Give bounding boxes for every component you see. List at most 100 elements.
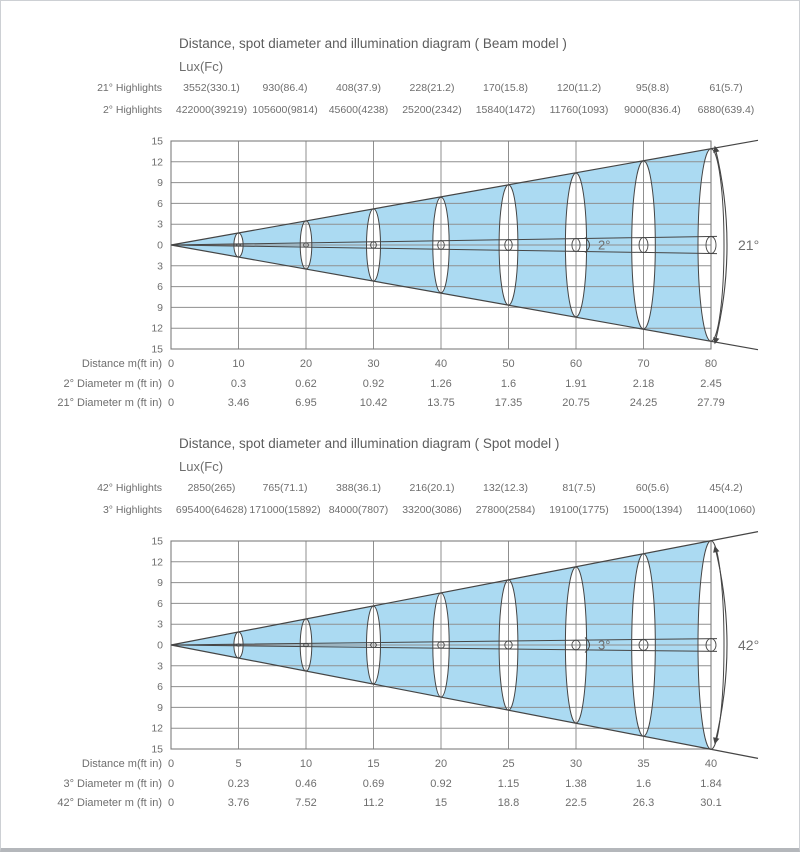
y-tick-label: 0: [157, 240, 163, 252]
y-tick-label: 12: [151, 723, 163, 735]
table-value: 35: [637, 758, 650, 770]
highlights-row-label: 21° Highlights: [97, 82, 162, 94]
lux-unit-label: Lux(Fc): [179, 59, 224, 74]
narrow-angle-arc: [584, 237, 590, 253]
table-value: 1.91: [565, 377, 587, 390]
table-value: 0.62: [295, 377, 317, 390]
y-tick-label: 12: [151, 156, 163, 168]
highlight-value: 45600(4238): [328, 104, 389, 116]
highlight-value: 27800(2584): [475, 504, 536, 516]
highlight-value: 81(7.5): [562, 482, 596, 494]
table-row-label: 3° Diameter m (ft in): [63, 777, 162, 790]
y-tick-label: 15: [151, 744, 163, 756]
table-value: 27.79: [697, 397, 725, 409]
highlight-value: 171000(15892): [249, 504, 321, 516]
highlight-value: 2850(265): [187, 482, 236, 494]
highlight-value: 6880(639.4): [697, 104, 755, 116]
highlight-value: 45(4.2): [709, 482, 743, 494]
table-value: 15: [367, 758, 380, 770]
table-value: 1.26: [430, 377, 452, 390]
y-tick-label: 15: [151, 136, 163, 148]
table-value: 3.46: [227, 397, 250, 409]
table-value: 0: [167, 797, 175, 809]
highlight-value: 84000(7807): [328, 504, 389, 516]
table-value: 25: [502, 758, 515, 770]
highlight-value: 930(86.4): [262, 82, 308, 94]
highlight-value: 120(11.2): [556, 82, 602, 94]
table-value: 15: [434, 797, 448, 809]
highlight-value: 216(20.1): [409, 482, 455, 494]
table-value: 0: [167, 377, 175, 390]
table-row-label: 42° Diameter m (ft in): [57, 797, 162, 809]
highlight-value: 228(21.2): [409, 82, 455, 94]
table-value: 17.35: [494, 397, 523, 409]
table-value: 20: [299, 358, 313, 370]
table-value: 40: [434, 358, 448, 370]
y-tick-label: 6: [157, 598, 163, 610]
table-value: 2.18: [632, 377, 655, 390]
table-value: 0: [167, 397, 175, 409]
y-tick-label: 12: [151, 323, 163, 335]
table-value: 30: [569, 758, 583, 770]
table-value: 5: [235, 758, 242, 770]
table-value: 1.38: [565, 777, 587, 790]
highlight-value: 61(5.7): [709, 82, 743, 94]
highlight-value: 105600(9814): [252, 104, 318, 116]
table-value: 6.95: [295, 397, 317, 409]
y-tick-label: 0: [157, 640, 163, 652]
y-tick-label: 3: [157, 660, 163, 672]
beam-diagram-svg: 2° 21° 15 12 9 6 3 0 3 6 9 12 15: [151, 136, 759, 356]
lux-unit-label: Lux(Fc): [179, 459, 224, 474]
highlight-value: 695400(64628): [175, 504, 248, 516]
highlight-value: 388(36.1): [336, 482, 381, 494]
highlight-value: 9000(836.4): [624, 104, 681, 116]
highlight-value: 15000(1394): [622, 504, 683, 516]
table-value: 0.3: [230, 377, 247, 390]
y-tick-label: 3: [157, 260, 163, 272]
wide-angle-arc: [713, 145, 728, 345]
table-value: 0: [167, 758, 175, 770]
table-value: 0.92: [362, 377, 385, 390]
narrow-angle-label: 3°: [598, 638, 610, 653]
table-value: 3.76: [227, 797, 250, 809]
table-value: 1.6: [500, 377, 517, 390]
highlight-value: 765(71.1): [262, 482, 308, 494]
y-tick-label: 12: [151, 556, 163, 568]
table-value: 24.25: [629, 397, 658, 409]
table-value: 70: [637, 358, 650, 370]
table-value: 1.15: [497, 777, 520, 790]
table-value: 26.3: [632, 797, 655, 809]
highlight-value: 25200(2342): [402, 104, 462, 116]
narrow-angle-label: 2°: [598, 238, 610, 253]
highlight-value: 15840(1472): [475, 104, 536, 116]
highlights-row-label: 42° Highlights: [97, 482, 162, 494]
highlight-value: 408(37.9): [336, 82, 381, 94]
highlight-value: 11760(1093): [549, 104, 609, 116]
highlight-value: 132(12.3): [483, 482, 528, 494]
table-value: 0.92: [430, 777, 452, 790]
y-tick-label: 6: [157, 281, 163, 293]
highlight-value: 170(15.8): [483, 82, 528, 94]
beam-model-chart: Distance, spot diameter and illumination…: [1, 1, 799, 427]
highlights-row-label: 3° Highlights: [102, 504, 162, 516]
table-value: 20: [434, 758, 448, 770]
y-tick-label: 15: [151, 344, 163, 356]
chart-title: Distance, spot diameter and illumination…: [179, 436, 560, 451]
wide-angle-label: 42°: [738, 637, 759, 653]
highlight-value: 95(8.8): [635, 82, 670, 94]
table-row-label: 2° Diameter m (ft in): [63, 377, 162, 390]
table-value: 30: [367, 358, 380, 370]
narrow-cone-outline: [170, 638, 718, 652]
highlight-value: 3552(330.1): [183, 82, 240, 94]
narrow-cone-outline: [170, 235, 718, 255]
table-value: 11.2: [363, 797, 384, 809]
highlight-value: 19100(1775): [549, 504, 609, 516]
highlight-value: 33200(3086): [402, 504, 462, 516]
table-value: 0.23: [227, 777, 250, 790]
table-value: 7.52: [295, 797, 317, 809]
table-value: 80: [704, 358, 718, 370]
highlights-row-label: 2° Highlights: [102, 104, 162, 116]
table-row-label: Distance m(ft in): [81, 358, 162, 370]
table-value: 10.42: [359, 397, 388, 409]
